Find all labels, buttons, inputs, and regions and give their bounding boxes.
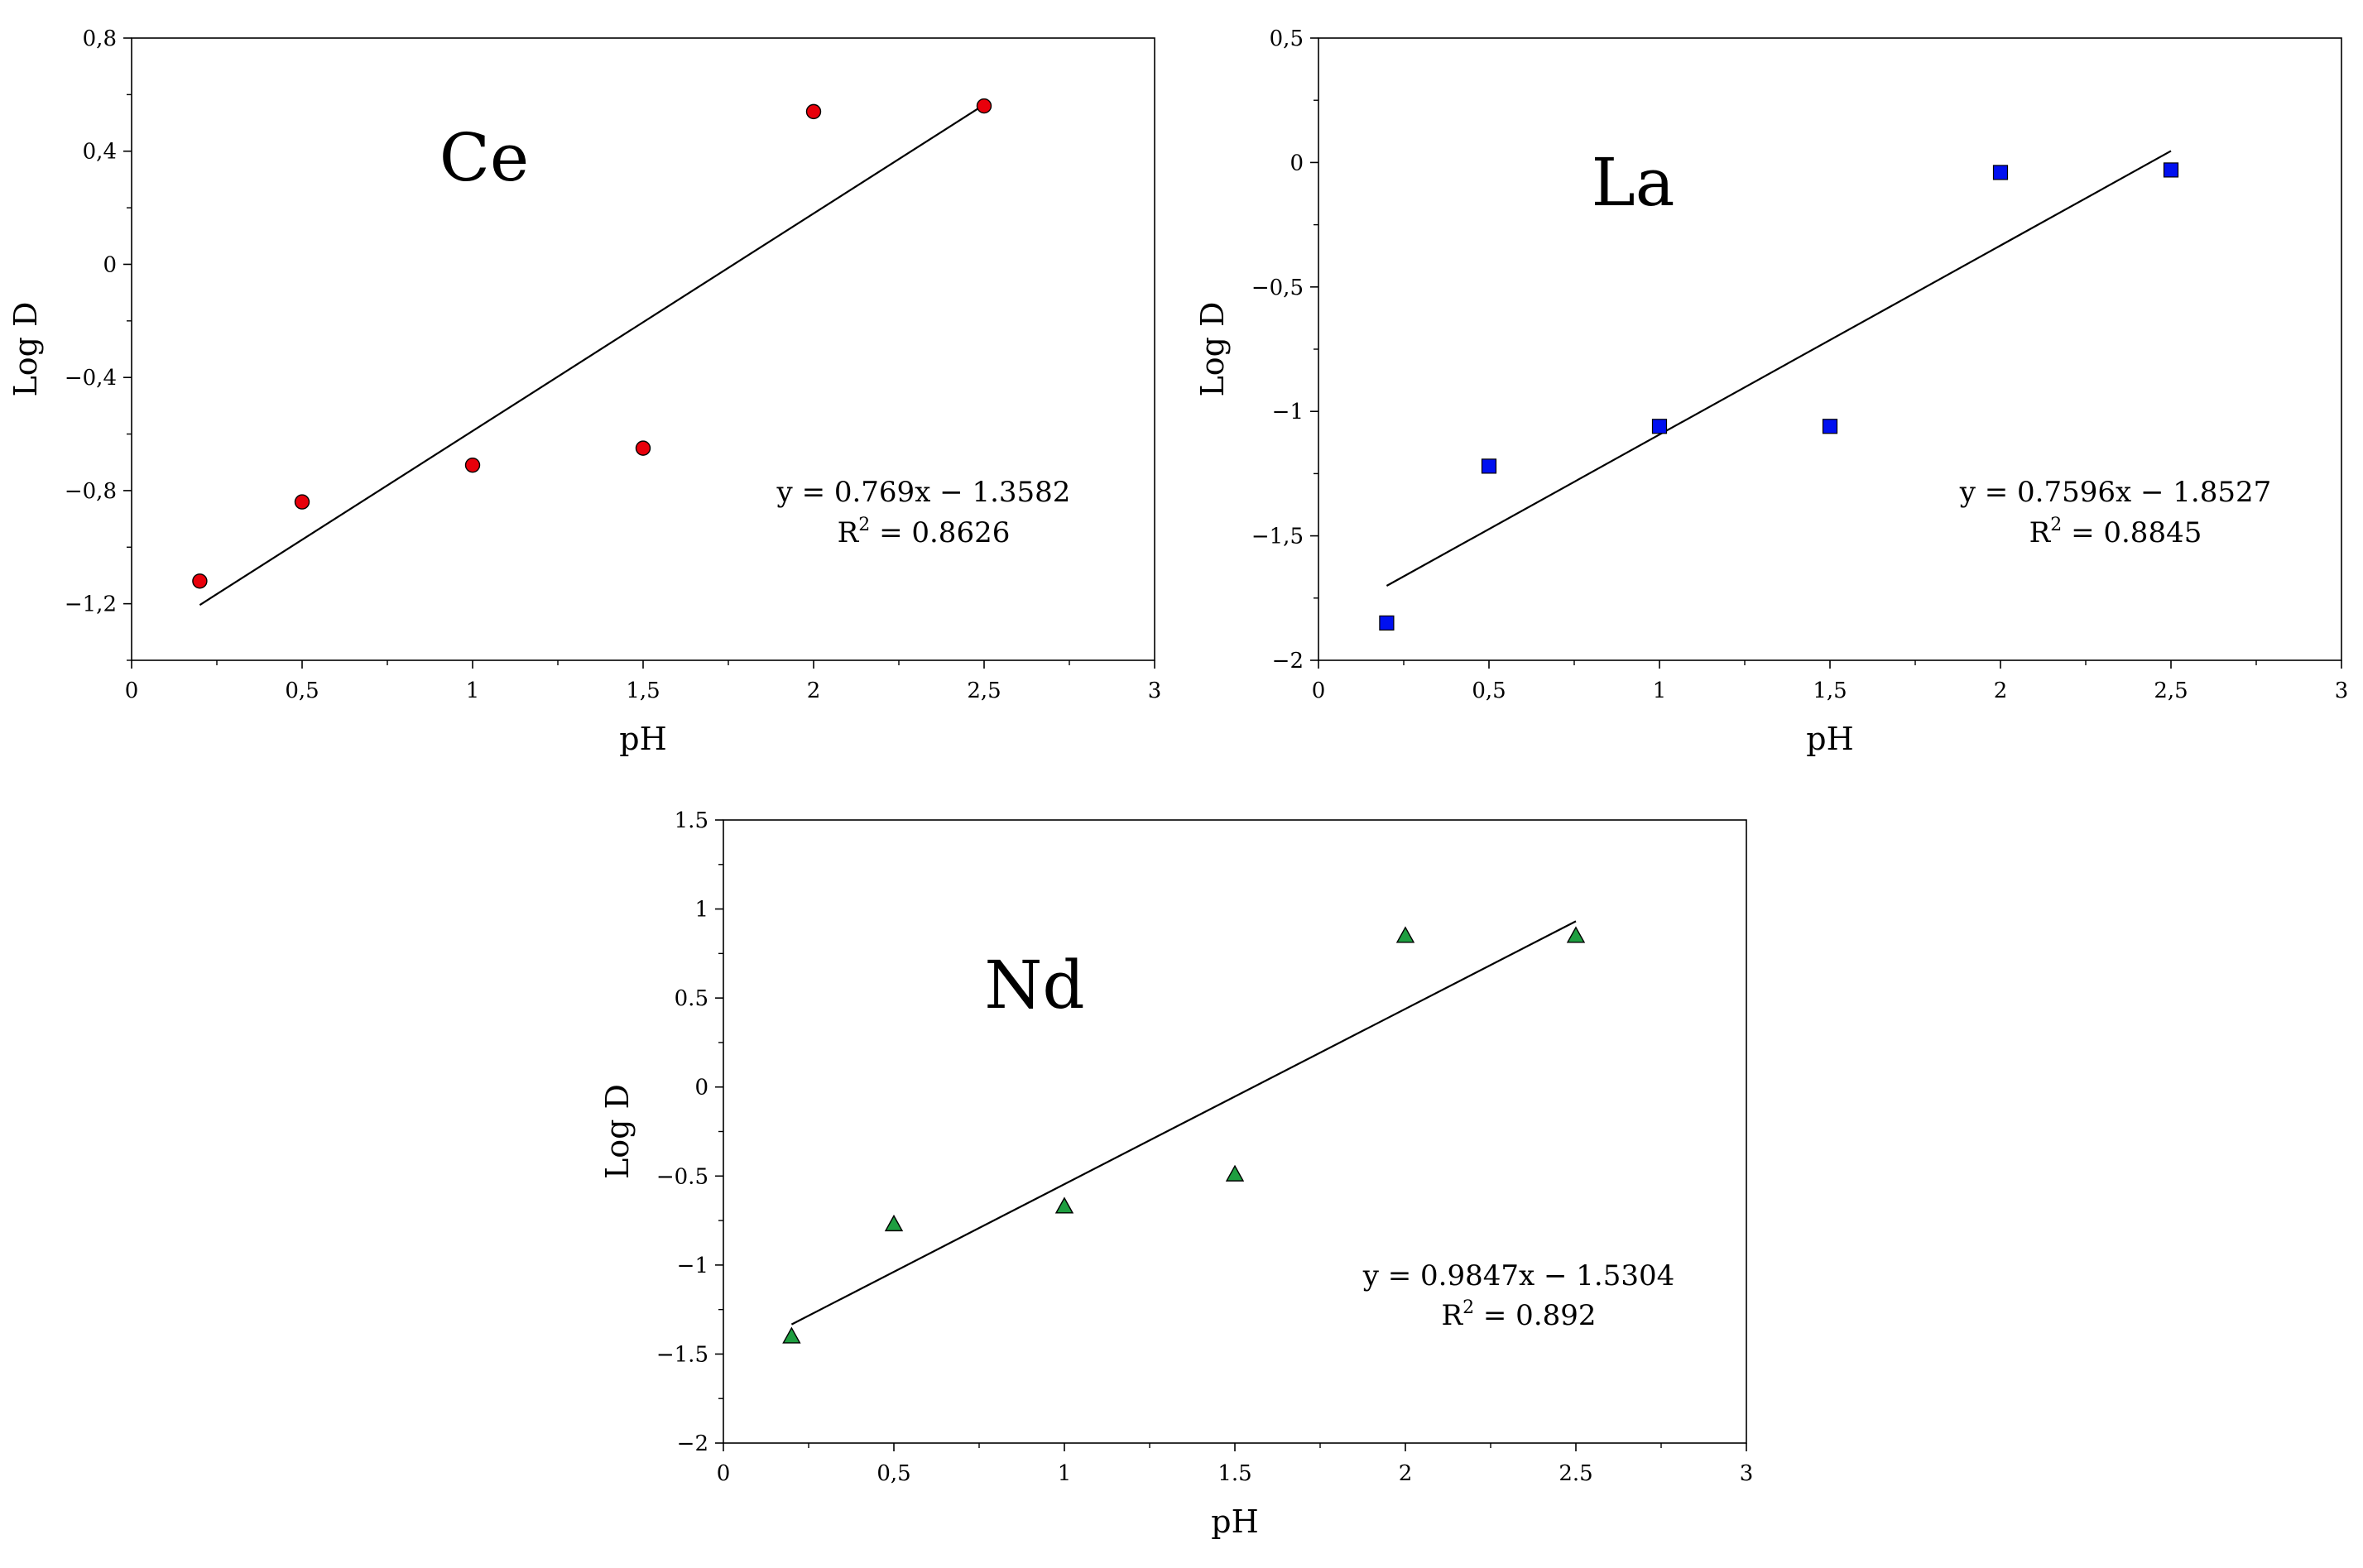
y-tick-label: 1.5	[675, 808, 708, 833]
x-tick-label: 1	[1058, 1461, 1072, 1486]
data-point	[1822, 419, 1838, 434]
r-squared-prefix: R	[2029, 516, 2052, 549]
data-point	[635, 440, 651, 456]
y-tick-label: 1	[694, 898, 708, 923]
chart-panel-la: 0 0,5 1 1,5 2 2,5 3 −2 −1,5 −1 −0,5 0 0,5 pH Log D La y …	[1194, 26, 2348, 757]
x-tick-label: 2.5	[1559, 1461, 1592, 1486]
y-tick-label: −1.5	[656, 1342, 708, 1367]
r-squared-value: = 0.8845	[2062, 516, 2202, 549]
r-squared-label: R2 = 0.892	[1441, 1297, 1596, 1332]
x-tick-label: 3	[1740, 1461, 1754, 1486]
r-squared-prefix: R	[1441, 1299, 1463, 1332]
y-tick-label: 0	[103, 252, 117, 277]
r-squared-superscript: 2	[858, 515, 870, 535]
y-axis-title: Log D	[1194, 302, 1231, 397]
x-tick-label: 1,5	[626, 679, 660, 703]
y-tick-label: 0,5	[1270, 26, 1304, 51]
x-tick-label: 2	[807, 679, 821, 703]
data-point	[294, 494, 310, 510]
plot-frame	[723, 819, 1747, 1444]
data-point	[192, 573, 208, 589]
x-tick-label: 3	[2335, 679, 2349, 703]
trendline	[1386, 150, 2172, 587]
x-tick-label: 0,5	[285, 679, 319, 703]
y-tick-label: −1,5	[1251, 525, 1304, 549]
plot-frame	[131, 37, 1155, 661]
data-point	[1481, 458, 1497, 474]
trendline	[790, 920, 1577, 1326]
chart-panel-nd: 0 0,5 1 1.5 2 2.5 3 −2 −1.5 −1 −0.5 0 0.5 1 1.5 pH Log D…	[599, 808, 1753, 1540]
chart-panel-ce: 0 0,5 1 1,5 2 2,5 3 −1,2 −0,8 −0,4 0 0,4 0,8 pH Log D C…	[7, 26, 1161, 757]
x-tick-label: 3	[1148, 679, 1162, 703]
data-point	[884, 1214, 904, 1232]
x-tick-label: 1	[1653, 679, 1667, 703]
y-tick-label: 0	[694, 1076, 708, 1100]
data-point	[1651, 419, 1668, 434]
panel-title: La	[1592, 144, 1675, 221]
y-tick-label: −1,2	[65, 592, 117, 617]
data-point	[2163, 162, 2179, 178]
trendline	[199, 103, 985, 607]
x-tick-label: 0	[1312, 679, 1326, 703]
y-axis-title: Log D	[599, 1084, 636, 1179]
x-tick-label: 1	[466, 679, 480, 703]
panel-title: Ce	[439, 119, 530, 196]
r-squared-superscript: 2	[1462, 1297, 1474, 1318]
data-point	[1225, 1164, 1245, 1182]
y-tick-label: 0.5	[675, 986, 708, 1011]
y-tick-label: −2	[677, 1431, 708, 1456]
x-tick-label: 0,5	[877, 1461, 910, 1486]
x-tick-label: 2	[1399, 1461, 1413, 1486]
r-squared-label: R2 = 0.8626	[838, 515, 1011, 549]
x-tick-label: 2,5	[2154, 679, 2188, 703]
panel-title: Nd	[984, 947, 1084, 1024]
x-axis-title: pH	[1211, 1503, 1258, 1540]
data-point	[464, 457, 481, 473]
r-squared-prefix: R	[838, 516, 860, 549]
x-tick-label: 1,5	[1813, 679, 1847, 703]
r-squared-superscript: 2	[2050, 515, 2062, 535]
r-squared-label: R2 = 0.8845	[2029, 515, 2202, 549]
x-tick-label: 1.5	[1218, 1461, 1251, 1486]
data-point	[805, 103, 822, 120]
data-point	[1566, 926, 1586, 943]
y-tick-label: −0,5	[1251, 276, 1304, 300]
data-point	[1054, 1196, 1074, 1214]
x-tick-label: 0,5	[1472, 679, 1506, 703]
y-tick-label: 0,4	[83, 140, 117, 165]
y-tick-label: −1	[677, 1254, 708, 1278]
y-tick-label: −0,8	[65, 479, 117, 504]
data-point	[1379, 615, 1395, 631]
x-tick-label: 0	[717, 1461, 731, 1486]
y-tick-label: 0,8	[83, 26, 117, 51]
x-tick-label: 2,5	[967, 679, 1001, 703]
regression-equation: y = 0.769x − 1.3582	[776, 476, 1071, 509]
data-point	[976, 98, 992, 114]
y-axis-title: Log D	[7, 302, 44, 397]
regression-equation: y = 0.9847x − 1.5304	[1362, 1259, 1675, 1292]
y-tick-label: −2	[1272, 649, 1304, 674]
regression-equation: y = 0.7596x − 1.8527	[1959, 476, 2272, 509]
x-axis-title: pH	[1806, 721, 1853, 757]
data-point	[1992, 165, 2009, 180]
plot-frame	[1318, 37, 2342, 661]
y-tick-label: −1	[1272, 400, 1304, 424]
x-axis-title: pH	[619, 721, 666, 757]
x-tick-label: 2	[1994, 679, 2008, 703]
data-point	[1395, 926, 1415, 943]
y-tick-label: −0,4	[65, 366, 117, 391]
y-tick-label: 0	[1290, 151, 1304, 175]
x-tick-label: 0	[125, 679, 139, 703]
y-tick-label: −0.5	[656, 1164, 708, 1189]
r-squared-value: = 0.892	[1474, 1299, 1596, 1332]
data-point	[782, 1326, 801, 1344]
r-squared-value: = 0.8626	[870, 516, 1010, 549]
